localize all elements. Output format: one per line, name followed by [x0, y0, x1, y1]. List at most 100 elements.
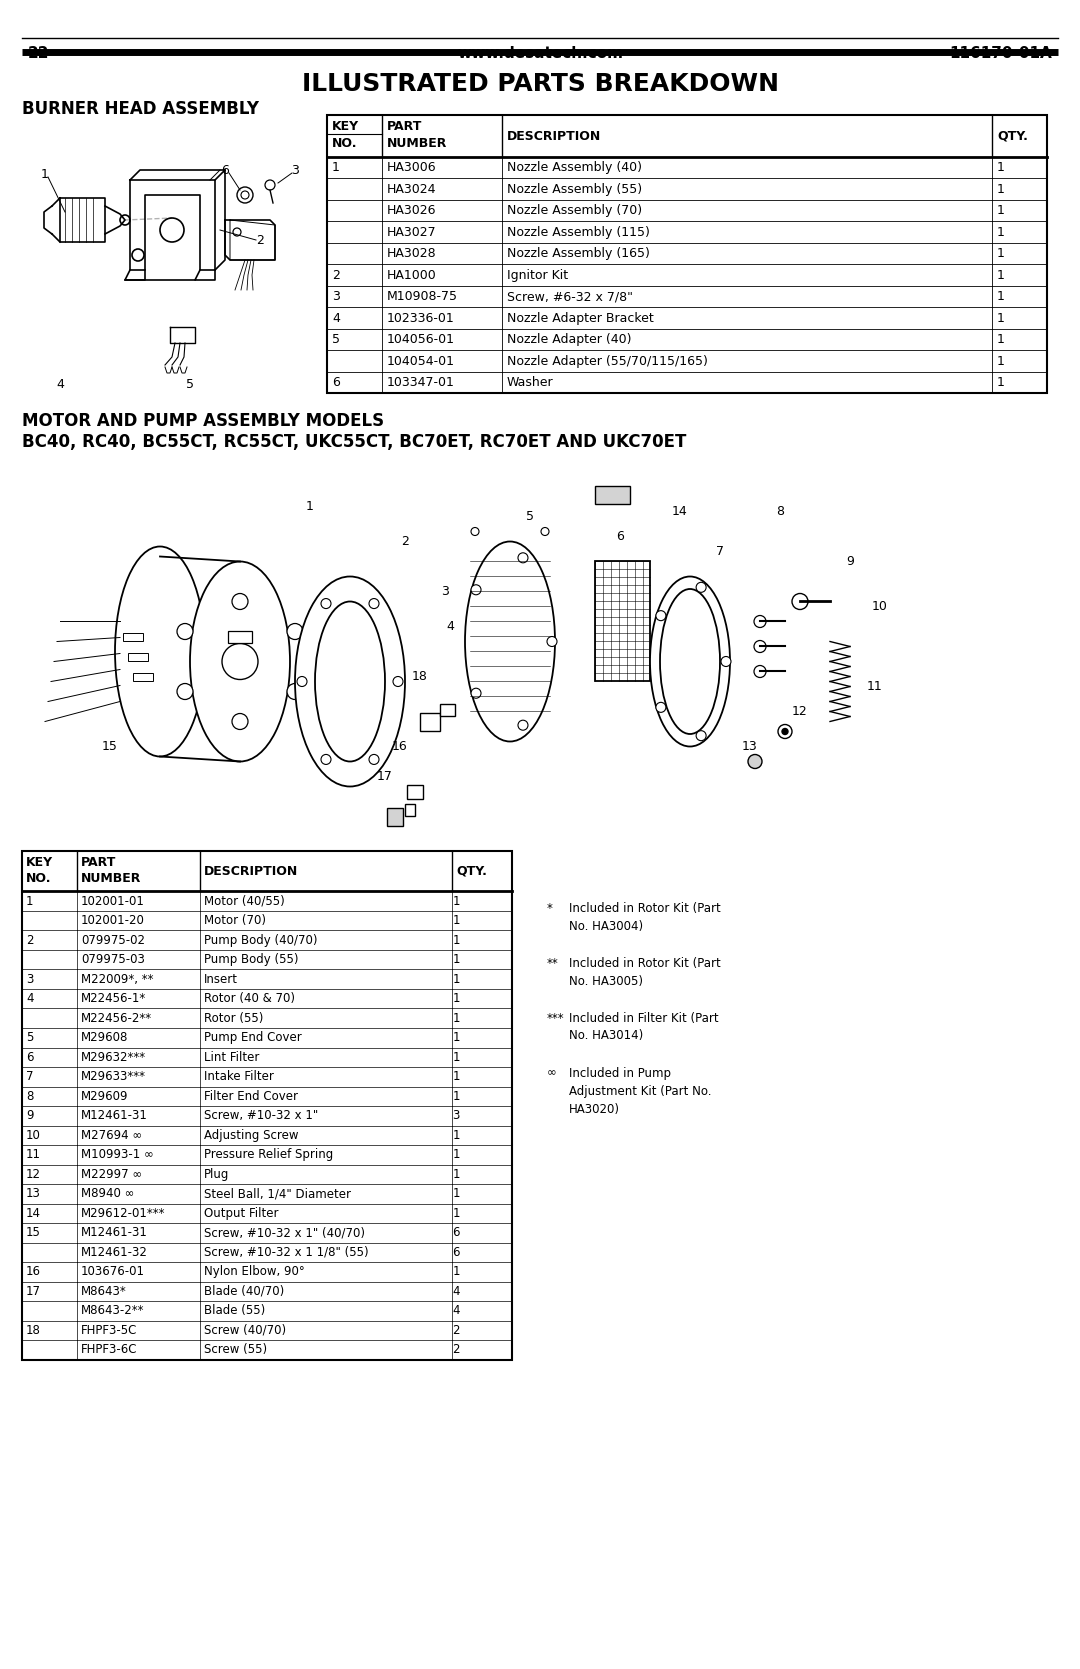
- Text: QTY.: QTY.: [456, 865, 487, 878]
- Text: Pump Body (40/70): Pump Body (40/70): [204, 933, 318, 946]
- Text: 1: 1: [997, 376, 1004, 389]
- Text: M29609: M29609: [81, 1090, 129, 1103]
- Text: Motor (40/55): Motor (40/55): [204, 895, 285, 908]
- Text: 1: 1: [997, 247, 1004, 260]
- Circle shape: [778, 724, 792, 738]
- Circle shape: [656, 703, 666, 713]
- Circle shape: [222, 644, 258, 679]
- Text: BURNER HEAD ASSEMBLY: BURNER HEAD ASSEMBLY: [22, 100, 259, 118]
- Text: FHPF3-5C: FHPF3-5C: [81, 1324, 137, 1337]
- Text: 1: 1: [997, 312, 1004, 325]
- Text: Screw, #10-32 x 1" (40/70): Screw, #10-32 x 1" (40/70): [204, 1227, 365, 1240]
- Text: 6: 6: [616, 531, 624, 542]
- Text: Blade (40/70): Blade (40/70): [204, 1285, 284, 1298]
- Text: 18: 18: [413, 669, 428, 683]
- Text: 2: 2: [401, 536, 409, 547]
- Text: Included in Filter Kit (Part
No. HA3014): Included in Filter Kit (Part No. HA3014): [569, 1011, 718, 1043]
- Text: 1: 1: [997, 162, 1004, 174]
- Bar: [440, 704, 455, 716]
- Text: 10: 10: [872, 599, 888, 613]
- Text: M12461-31: M12461-31: [81, 1227, 148, 1240]
- Circle shape: [656, 611, 666, 621]
- Text: 1: 1: [453, 915, 460, 928]
- Circle shape: [754, 641, 766, 653]
- Circle shape: [782, 728, 788, 734]
- Text: 079975-03: 079975-03: [81, 953, 145, 966]
- Text: 6: 6: [453, 1245, 460, 1258]
- Text: HA3024: HA3024: [387, 182, 436, 195]
- Text: Insert: Insert: [204, 973, 238, 986]
- Text: M12461-31: M12461-31: [81, 1110, 148, 1122]
- Circle shape: [697, 731, 706, 741]
- Text: 2: 2: [256, 234, 264, 247]
- Circle shape: [321, 599, 330, 609]
- Text: NO.: NO.: [332, 137, 357, 150]
- Text: 4: 4: [453, 1285, 460, 1298]
- Circle shape: [721, 656, 731, 666]
- Text: M12461-32: M12461-32: [81, 1245, 148, 1258]
- Text: M22456-2**: M22456-2**: [81, 1011, 152, 1025]
- Circle shape: [393, 676, 403, 686]
- Circle shape: [541, 527, 549, 536]
- Text: 104056-01: 104056-01: [387, 334, 455, 345]
- Text: DESCRIPTION: DESCRIPTION: [204, 865, 298, 878]
- Text: 9: 9: [26, 1110, 33, 1122]
- Text: 1: 1: [453, 1070, 460, 1083]
- Text: 4: 4: [56, 379, 64, 392]
- Text: NO.: NO.: [26, 871, 52, 885]
- Ellipse shape: [465, 541, 555, 741]
- Text: 3: 3: [26, 973, 33, 986]
- Text: Nozzle Assembly (115): Nozzle Assembly (115): [507, 225, 650, 239]
- Text: 15: 15: [26, 1227, 41, 1240]
- Text: 6: 6: [453, 1227, 460, 1240]
- Text: Filter End Cover: Filter End Cover: [204, 1090, 298, 1103]
- Text: 14: 14: [26, 1207, 41, 1220]
- Circle shape: [754, 616, 766, 628]
- Text: 5: 5: [186, 379, 194, 392]
- Text: 1: 1: [453, 1090, 460, 1103]
- Bar: [405, 804, 415, 816]
- Text: 102336-01: 102336-01: [387, 312, 455, 325]
- Text: HA1000: HA1000: [387, 269, 436, 282]
- Text: 1: 1: [453, 933, 460, 946]
- Text: M22456-1*: M22456-1*: [81, 993, 146, 1005]
- Circle shape: [265, 180, 275, 190]
- Text: 1: 1: [997, 225, 1004, 239]
- Text: FHPF3-6C: FHPF3-6C: [81, 1344, 137, 1357]
- Text: M29632***: M29632***: [81, 1051, 146, 1063]
- Circle shape: [297, 676, 307, 686]
- Text: M8643*: M8643*: [81, 1285, 126, 1298]
- Text: 15: 15: [103, 739, 118, 753]
- Text: 1: 1: [453, 953, 460, 966]
- Circle shape: [792, 594, 808, 609]
- Text: Included in Pump
Adjustment Kit (Part No.
HA3020): Included in Pump Adjustment Kit (Part No…: [569, 1066, 712, 1115]
- Text: 11: 11: [867, 679, 882, 693]
- Bar: [420, 714, 440, 731]
- Text: M29608: M29608: [81, 1031, 129, 1045]
- Text: 16: 16: [392, 739, 408, 753]
- Text: M29633***: M29633***: [81, 1070, 146, 1083]
- Text: 1: 1: [453, 1207, 460, 1220]
- Bar: [595, 561, 650, 681]
- Bar: [387, 808, 403, 826]
- Text: Plug: Plug: [204, 1168, 229, 1180]
- Circle shape: [369, 599, 379, 609]
- Text: ILLUSTRATED PARTS BREAKDOWN: ILLUSTRATED PARTS BREAKDOWN: [301, 72, 779, 97]
- Text: MOTOR AND PUMP ASSEMBLY MODELS: MOTOR AND PUMP ASSEMBLY MODELS: [22, 412, 384, 429]
- Text: Lint Filter: Lint Filter: [204, 1051, 259, 1063]
- Text: Adjusting Screw: Adjusting Screw: [204, 1128, 298, 1142]
- Circle shape: [471, 584, 481, 594]
- Text: Ignitor Kit: Ignitor Kit: [507, 269, 568, 282]
- Text: 1: 1: [453, 1051, 460, 1063]
- Circle shape: [369, 754, 379, 764]
- Text: 1: 1: [997, 182, 1004, 195]
- Text: NUMBER: NUMBER: [81, 871, 141, 885]
- Text: M8643-2**: M8643-2**: [81, 1303, 145, 1317]
- Text: QTY.: QTY.: [997, 130, 1028, 142]
- Text: 8: 8: [777, 506, 784, 517]
- Text: 13: 13: [742, 739, 758, 753]
- Text: 1: 1: [26, 895, 33, 908]
- Text: M29612-01***: M29612-01***: [81, 1207, 165, 1220]
- Text: 6: 6: [26, 1051, 33, 1063]
- Text: **: **: [546, 956, 558, 970]
